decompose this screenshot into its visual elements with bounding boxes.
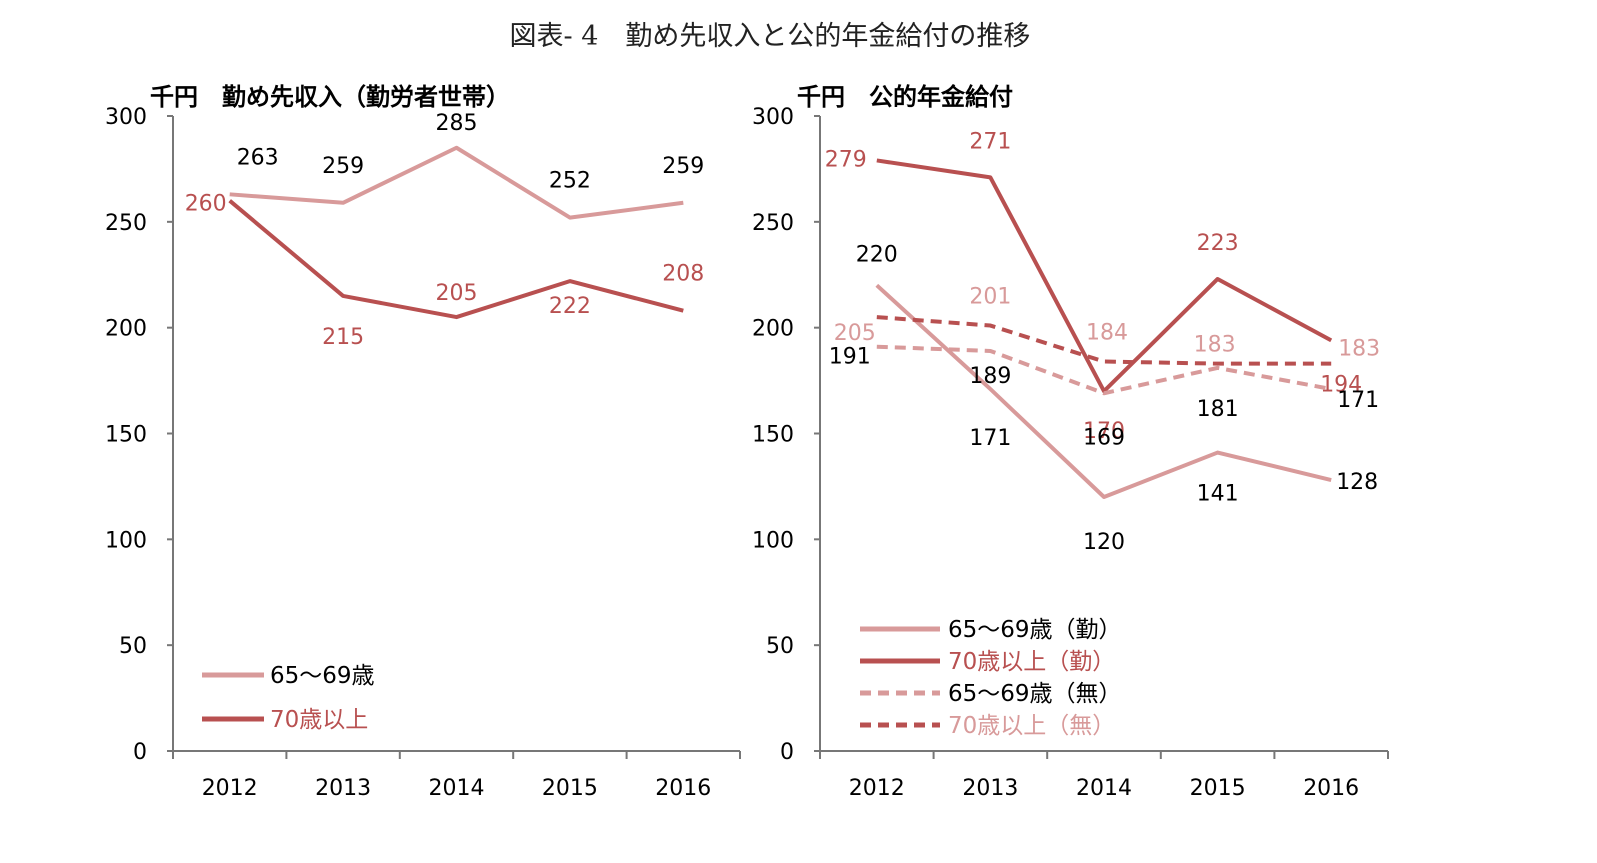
y-tick-label-1-6: 300 (105, 105, 147, 130)
x-tick-label-2-2013: 2013 (962, 776, 1018, 801)
data-label-2-4-2014: 184 (1086, 321, 1128, 346)
x-tick-label-1-2015: 2015 (542, 776, 598, 801)
data-label-2-2-2016: 194 (1320, 372, 1362, 397)
y-tick-label-1-1: 50 (119, 634, 147, 659)
data-label-2-2-2012: 279 (825, 147, 867, 172)
data-label-1-2-2014: 205 (436, 281, 478, 306)
panel-title-1: 千円 勤め先収入（勤労者世帯） (150, 83, 510, 111)
x-tick-label-1-2016: 2016 (655, 776, 711, 801)
legend-label-2-1: 65～69歳（勤） (948, 617, 1122, 643)
data-label-2-1-2012: 220 (856, 242, 898, 267)
y-tick-label-2-6: 300 (752, 105, 794, 130)
y-tick-label-1-0: 0 (133, 740, 147, 765)
legend-label-1-2: 70歳以上 (270, 707, 368, 733)
data-label-2-3-2013: 189 (969, 364, 1011, 389)
x-tick-label-2-2014: 2014 (1076, 776, 1132, 801)
data-label-1-1-2016: 259 (662, 154, 704, 179)
legend-label-2-2: 70歳以上（勤） (948, 649, 1115, 675)
data-label-2-4-2013: 201 (969, 285, 1011, 310)
y-tick-label-2-0: 0 (780, 740, 794, 765)
y-tick-label-2-2: 100 (752, 528, 794, 553)
data-label-1-2-2012: 260 (185, 192, 227, 217)
data-label-2-4-2015: 183 (1194, 333, 1236, 358)
x-tick-label-1-2013: 2013 (315, 776, 371, 801)
data-label-1-2-2015: 222 (549, 294, 591, 319)
y-tick-label-1-3: 150 (105, 423, 147, 448)
series-line-2-4 (876, 315, 1332, 366)
data-label-1-1-2012: 263 (237, 145, 279, 170)
y-tick-label-2-1: 50 (766, 634, 794, 659)
data-label-2-2-2015: 223 (1197, 231, 1239, 256)
x-tick-label-2-2012: 2012 (849, 776, 905, 801)
panel-title-2: 千円 公的年金給付 (797, 83, 1013, 111)
y-tick-label-1-4: 200 (105, 317, 147, 342)
data-label-2-3-2016: 171 (1337, 388, 1379, 413)
y-tick-label-2-3: 150 (752, 423, 794, 448)
legend-label-1-1: 65～69歳 (270, 663, 375, 689)
y-tick-label-2-5: 250 (752, 211, 794, 236)
series-line-2-2 (876, 158, 1333, 394)
data-label-2-1-2013: 171 (969, 426, 1011, 451)
x-tick-label-2-2016: 2016 (1303, 776, 1359, 801)
series-line-2-3 (876, 344, 1332, 396)
data-label-1-1-2015: 252 (549, 169, 591, 194)
data-label-1-1-2014: 285 (436, 111, 478, 136)
data-label-2-4-2012: 205 (834, 321, 876, 346)
figure-title: 図表- 4 勤め先収入と公的年金給付の推移 (509, 21, 1031, 52)
y-tick-label-1-2: 100 (105, 528, 147, 553)
data-label-2-4-2016: 183 (1338, 337, 1380, 362)
legend-label-2-4: 70歳以上（無） (948, 713, 1115, 739)
data-label-1-2-2013: 215 (322, 325, 364, 350)
data-label-2-1-2014: 120 (1083, 530, 1125, 555)
data-label-2-1-2016: 128 (1336, 470, 1378, 495)
data-label-2-3-2015: 181 (1197, 397, 1239, 422)
data-label-2-2-2014: 170 (1083, 419, 1125, 444)
data-label-2-3-2012: 191 (829, 345, 871, 370)
x-tick-label-1-2014: 2014 (429, 776, 485, 801)
data-label-1-1-2013: 259 (322, 154, 364, 179)
data-label-2-1-2015: 141 (1197, 482, 1239, 507)
x-tick-label-1-2012: 2012 (202, 776, 258, 801)
series-line-2-1 (875, 283, 1332, 499)
data-label-1-2-2016: 208 (662, 262, 704, 287)
y-tick-label-1-5: 250 (105, 211, 147, 236)
series-line-1-2 (228, 199, 684, 320)
y-tick-label-2-4: 200 (752, 317, 794, 342)
data-label-2-2-2013: 271 (969, 129, 1011, 154)
legend-label-2-3: 65～69歳（無） (948, 681, 1122, 707)
data-label-2-3-2014: 169 (1083, 425, 1125, 450)
x-tick-label-2-2015: 2015 (1190, 776, 1246, 801)
series-line-1-1 (229, 145, 684, 220)
